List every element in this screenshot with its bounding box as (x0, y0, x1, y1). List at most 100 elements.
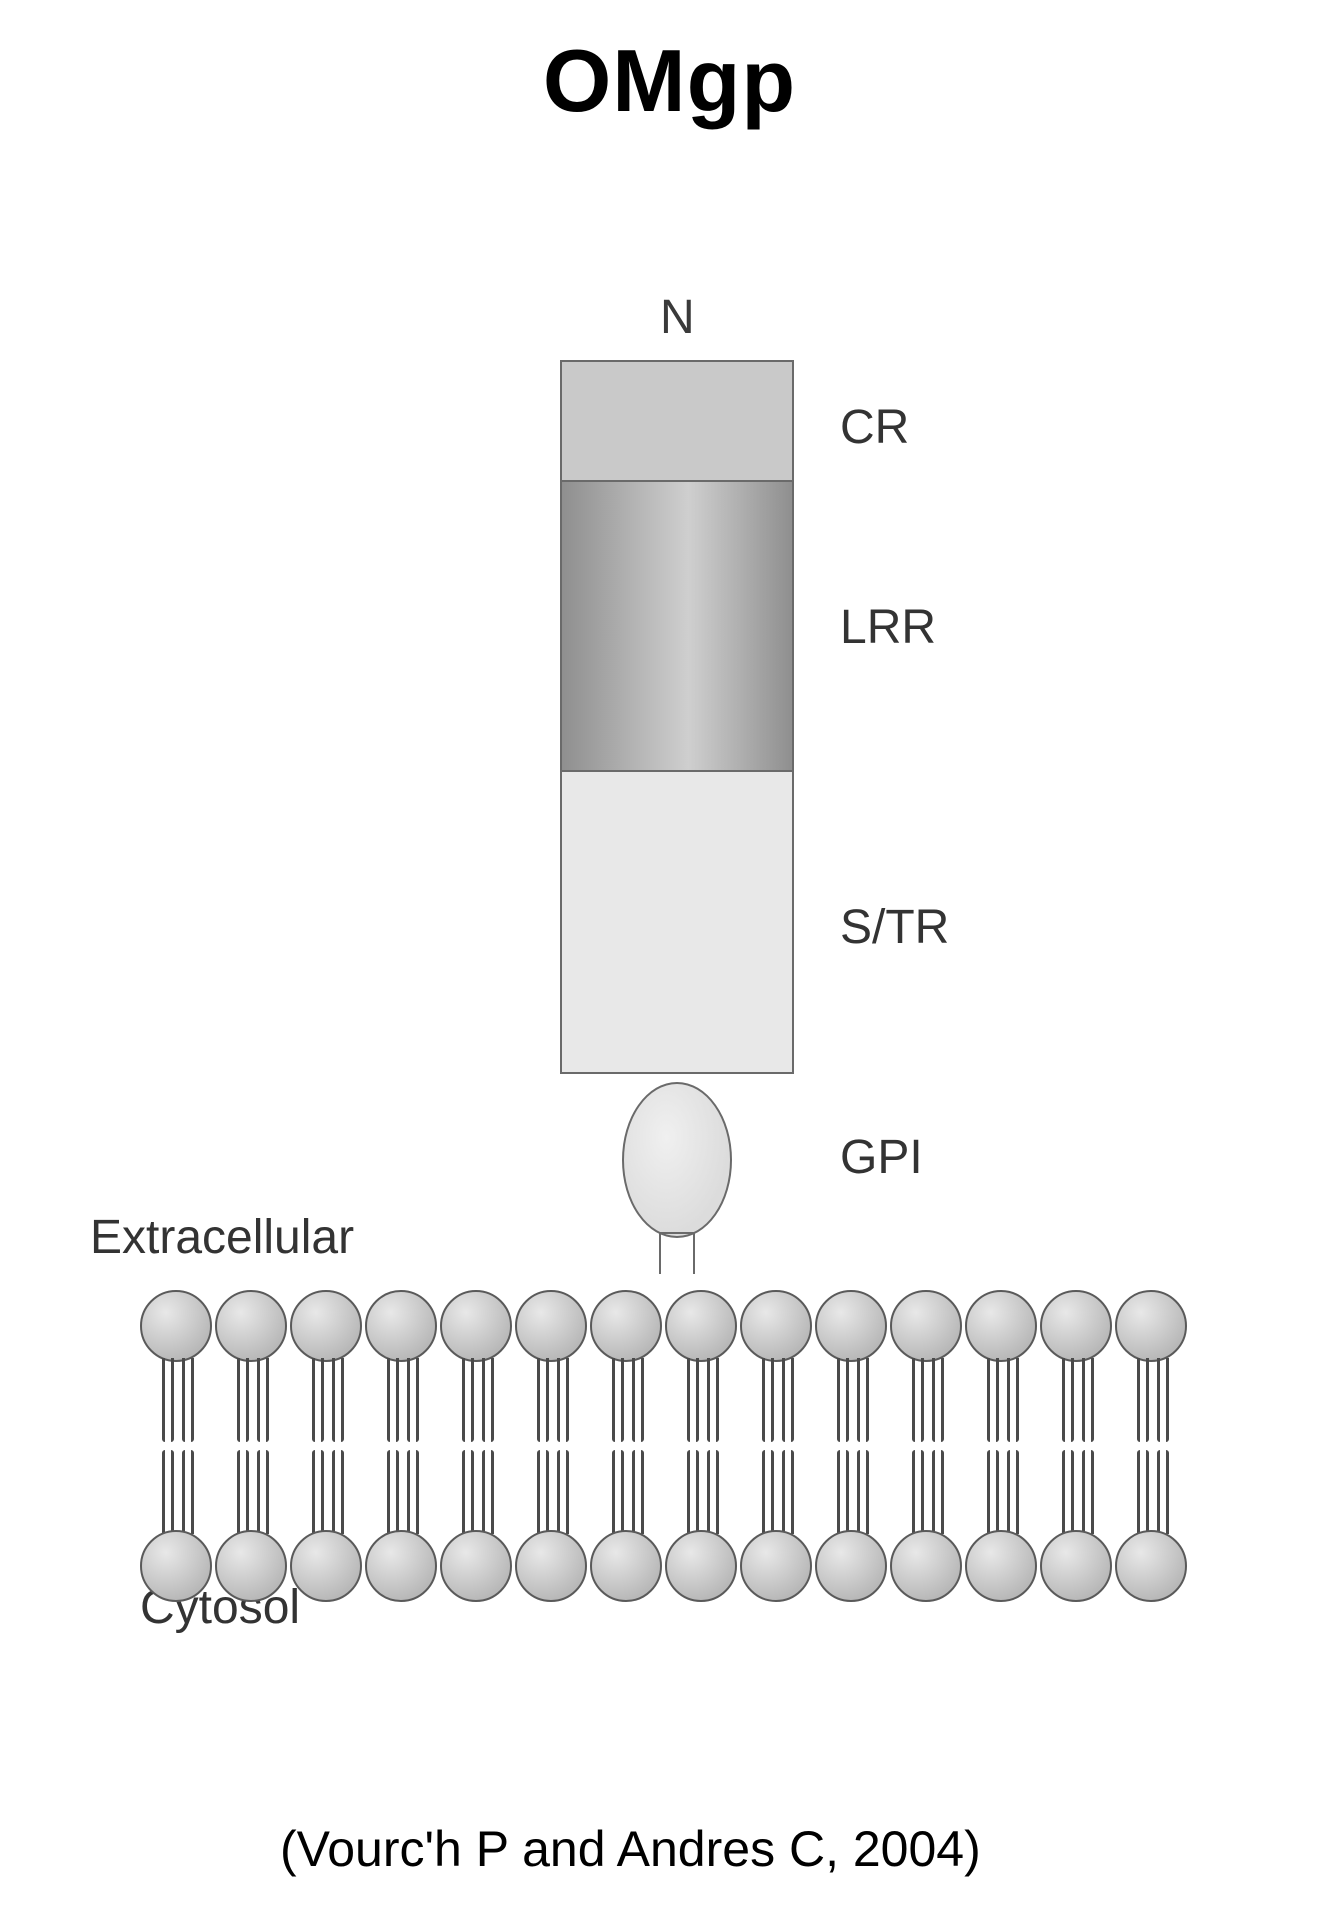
lipid-tail-pair (140, 1358, 215, 1442)
lipid-tail (932, 1358, 944, 1442)
lipid-tail (557, 1450, 569, 1534)
lipid-tail-pair (665, 1450, 740, 1534)
lipid-head (815, 1530, 887, 1602)
lipid-tail (1062, 1450, 1074, 1534)
lrr-domain-block (562, 482, 792, 772)
str-label: S/TR (840, 900, 949, 955)
lipid-tail (387, 1358, 399, 1442)
lipid-tail (162, 1450, 174, 1534)
lipid-tail-pair (590, 1358, 665, 1442)
lipid-tail (557, 1358, 569, 1442)
lipid-head-row-bottom (140, 1530, 1200, 1602)
lrr-label: LRR (840, 600, 936, 655)
lipid-tail-pair (590, 1450, 665, 1534)
lipid-tail (462, 1358, 474, 1442)
citation-text: (Vourc'h P and Andres C, 2004) (280, 1820, 981, 1878)
lipid-tail-pair (515, 1358, 590, 1442)
lipid-tail (932, 1450, 944, 1534)
lipid-tail (632, 1358, 644, 1442)
lipid-head-row-top (140, 1290, 1200, 1362)
lipid-tail (1157, 1358, 1169, 1442)
lipid-tail (1137, 1358, 1149, 1442)
lipid-tail (482, 1450, 494, 1534)
lipid-tail (162, 1358, 174, 1442)
lipid-tail (782, 1450, 794, 1534)
extracellular-label: Extracellular (90, 1210, 354, 1265)
lipid-head (290, 1290, 362, 1362)
lipid-tail-pair (365, 1358, 440, 1442)
lipid-head (740, 1530, 812, 1602)
lipid-tail-pair (515, 1450, 590, 1534)
lipid-tail (407, 1450, 419, 1534)
lipid-tail-pair (740, 1358, 815, 1442)
lipid-head (590, 1530, 662, 1602)
lipid-head (1115, 1530, 1187, 1602)
protein-diagram: N CR LRR S/TR GPI Extracellular Cytosol (120, 280, 1220, 1700)
lipid-tail (332, 1450, 344, 1534)
lipid-head (140, 1290, 212, 1362)
page-title: OMgp (0, 30, 1339, 132)
lipid-tail-pair (140, 1450, 215, 1534)
lipid-head (665, 1290, 737, 1362)
lipid-tail-pair (365, 1450, 440, 1534)
lipid-tail-pair (440, 1450, 515, 1534)
lipid-head (140, 1530, 212, 1602)
lipid-head (1040, 1290, 1112, 1362)
lipid-tail-pair (890, 1358, 965, 1442)
lipid-tail (762, 1450, 774, 1534)
lipid-tail-row-top (140, 1358, 1200, 1442)
lipid-tail (257, 1450, 269, 1534)
lipid-head (215, 1530, 287, 1602)
lipid-head (515, 1530, 587, 1602)
lipid-tail (1082, 1358, 1094, 1442)
lipid-tail-pair (290, 1358, 365, 1442)
lipid-head (515, 1290, 587, 1362)
lipid-tail (687, 1358, 699, 1442)
lipid-tail-pair (1040, 1450, 1115, 1534)
lipid-tail-pair (1115, 1358, 1190, 1442)
lipid-tail (237, 1450, 249, 1534)
lipid-tail-pair (215, 1358, 290, 1442)
lipid-head (890, 1530, 962, 1602)
lipid-tail (312, 1358, 324, 1442)
cr-domain-block (562, 362, 792, 482)
lipid-tail (857, 1358, 869, 1442)
lipid-tail (1137, 1450, 1149, 1534)
lipid-tail (837, 1358, 849, 1442)
lipid-tail-pair (440, 1358, 515, 1442)
lipid-head (1115, 1290, 1187, 1362)
gpi-stem (659, 1232, 695, 1274)
lipid-tail (1007, 1358, 1019, 1442)
lipid-tail-pair (290, 1450, 365, 1534)
n-terminus-label: N (660, 290, 695, 345)
lipid-head (815, 1290, 887, 1362)
lipid-tail (687, 1450, 699, 1534)
lipid-head (890, 1290, 962, 1362)
lipid-head (965, 1290, 1037, 1362)
lipid-head (215, 1290, 287, 1362)
lipid-tail (612, 1358, 624, 1442)
lipid-tail (257, 1358, 269, 1442)
lipid-tail-pair (1115, 1450, 1190, 1534)
lipid-head (1040, 1530, 1112, 1602)
lipid-tail-pair (815, 1358, 890, 1442)
lipid-head (590, 1290, 662, 1362)
lipid-tail-pair (1040, 1358, 1115, 1442)
lipid-tail (312, 1450, 324, 1534)
lipid-tail (407, 1358, 419, 1442)
lipid-tail (332, 1358, 344, 1442)
lipid-tail (912, 1450, 924, 1534)
lipid-tail-pair (665, 1358, 740, 1442)
lipid-tail (1157, 1450, 1169, 1534)
gpi-label: GPI (840, 1130, 923, 1185)
lipid-tail-pair (215, 1450, 290, 1534)
lipid-head (740, 1290, 812, 1362)
lipid-tail (537, 1450, 549, 1534)
lipid-head (365, 1290, 437, 1362)
lipid-tail (782, 1358, 794, 1442)
lipid-tail (912, 1358, 924, 1442)
lipid-head (665, 1530, 737, 1602)
str-domain-block (562, 772, 792, 1072)
lipid-tail-pair (965, 1358, 1040, 1442)
lipid-tail (537, 1358, 549, 1442)
